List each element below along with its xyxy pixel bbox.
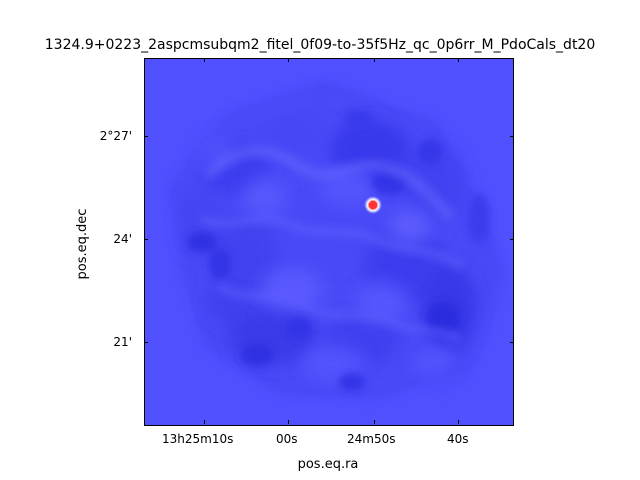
sky-image-plot <box>144 58 514 426</box>
x-tick-top-2 <box>288 58 289 62</box>
y-axis-title: pos.eq.dec <box>75 208 90 280</box>
y-tick-right-2 <box>510 239 514 240</box>
x-tick-label-4: 40s <box>447 432 469 446</box>
y-tick-label-2: 24' <box>113 232 132 246</box>
x-tick-top-4 <box>458 58 459 62</box>
y-tick-left-1 <box>144 136 148 137</box>
x-tick-bottom-1 <box>204 420 205 424</box>
x-tick-label-1: 13h25m10s <box>162 432 234 446</box>
y-tick-left-2 <box>144 239 148 240</box>
x-tick-bottom-4 <box>458 420 459 424</box>
y-tick-right-1 <box>510 136 514 137</box>
noise-field <box>168 80 511 401</box>
x-tick-label-2: 00s <box>276 432 298 446</box>
x-tick-bottom-2 <box>288 420 289 424</box>
x-tick-top-3 <box>374 58 375 62</box>
bright-source-marker <box>364 196 382 214</box>
y-tick-label-3: 21' <box>113 335 132 349</box>
figure-title: 1324.9+0223_2aspcmsubqm2_fitel_0f09-to-3… <box>44 37 596 53</box>
x-tick-label-3: 24m50s <box>347 432 396 446</box>
y-tick-label-1: 2°27' <box>99 129 132 143</box>
sky-image-svg <box>144 58 514 426</box>
x-axis-title: pos.eq.ra <box>297 457 359 472</box>
x-tick-top-1 <box>204 58 205 62</box>
y-tick-left-3 <box>144 342 148 343</box>
x-tick-bottom-3 <box>374 420 375 424</box>
y-tick-right-3 <box>510 342 514 343</box>
